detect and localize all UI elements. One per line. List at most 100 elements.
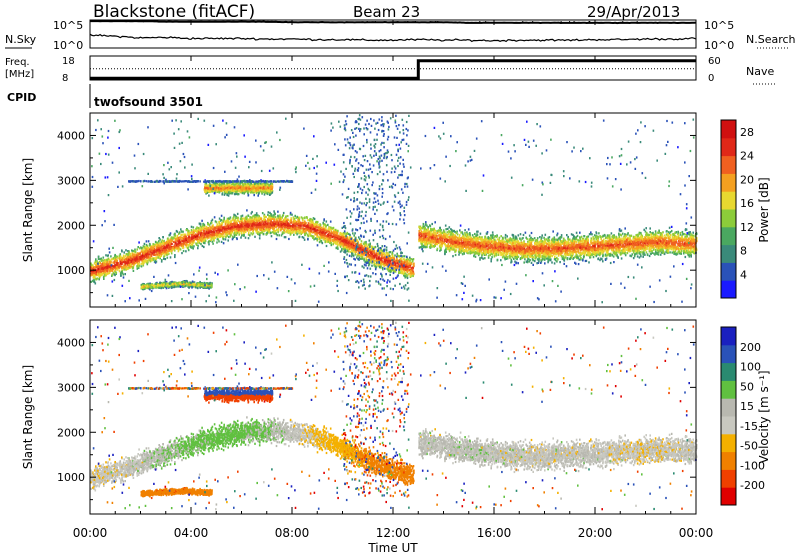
power-cell xyxy=(233,229,235,231)
power-cell xyxy=(133,254,135,256)
power-cell xyxy=(209,224,211,226)
power-cell xyxy=(191,286,193,288)
power-cell xyxy=(95,261,97,263)
power-cell xyxy=(340,246,342,248)
power-cell xyxy=(188,282,190,284)
power-cell xyxy=(344,246,346,248)
power-cell xyxy=(289,227,291,229)
power-cell xyxy=(228,217,230,219)
power-cell xyxy=(137,263,139,265)
power-cell xyxy=(301,216,303,218)
power-cell xyxy=(143,261,145,263)
power-cell xyxy=(174,244,176,246)
power-cell xyxy=(155,241,157,243)
power-cell xyxy=(259,224,261,226)
power-cell xyxy=(120,275,122,277)
power-cell xyxy=(224,228,226,230)
power-cell xyxy=(149,248,151,250)
power-cell xyxy=(262,221,264,223)
power-cell xyxy=(382,245,384,247)
power-cell xyxy=(98,278,100,280)
power-cell xyxy=(386,253,388,255)
power-cell xyxy=(200,230,202,232)
power-cell xyxy=(328,231,330,233)
power-cell xyxy=(202,283,204,285)
power-cell xyxy=(187,238,189,240)
power-cell xyxy=(368,248,370,250)
power-cell xyxy=(163,249,165,251)
power-cell xyxy=(107,270,109,272)
power-cell xyxy=(199,223,201,225)
power-cell xyxy=(161,248,163,250)
power-cell xyxy=(221,241,223,243)
power-cell xyxy=(236,222,238,224)
power-cell xyxy=(151,250,153,252)
power-cell xyxy=(186,244,188,246)
power-cell xyxy=(193,226,195,228)
power-cell xyxy=(230,216,232,218)
power-cell xyxy=(241,232,243,234)
power-cell xyxy=(177,245,179,247)
power-cell xyxy=(173,237,175,239)
power-cell xyxy=(296,217,298,219)
power-cell xyxy=(266,232,268,234)
power-cell xyxy=(318,224,320,226)
power-cell xyxy=(167,252,169,254)
power-cell xyxy=(312,219,314,221)
power-cell xyxy=(341,240,343,242)
power-cell xyxy=(259,220,261,222)
power-cell xyxy=(299,236,301,238)
power-cell xyxy=(391,257,393,259)
power-cell xyxy=(152,253,154,255)
power-cell xyxy=(306,217,308,219)
power-cell xyxy=(144,255,146,257)
power-cell xyxy=(273,228,275,230)
power-cell xyxy=(351,246,353,248)
power-cell xyxy=(168,239,170,241)
power-cell xyxy=(190,282,192,284)
power-cell xyxy=(266,226,268,228)
power-cell xyxy=(285,226,287,228)
power-cell xyxy=(319,233,321,235)
power-cell xyxy=(348,241,350,243)
power-cell xyxy=(322,242,324,244)
power-cell xyxy=(283,212,285,214)
power-cell xyxy=(344,232,346,234)
power-cell xyxy=(321,227,323,229)
power-cell xyxy=(298,219,300,221)
noise-tick-lo-right: 10^0 xyxy=(704,39,734,52)
power-cell xyxy=(317,239,319,241)
power-cell xyxy=(402,273,404,275)
power-cell xyxy=(171,252,173,254)
power-cell xyxy=(158,287,160,289)
power-cell xyxy=(354,246,356,248)
power-cell xyxy=(218,240,220,242)
power-cell xyxy=(361,256,363,258)
power-cell xyxy=(207,287,209,289)
power-cell xyxy=(225,221,227,223)
power-cell xyxy=(337,235,339,237)
power-cell xyxy=(131,249,133,251)
power-cell xyxy=(256,212,258,214)
power-cell xyxy=(315,238,317,240)
power-cell xyxy=(268,226,270,228)
power-cell xyxy=(193,231,195,233)
noise-tick-hi-left: 10^5 xyxy=(53,19,83,32)
power-cell xyxy=(262,212,264,214)
power-cell xyxy=(198,284,200,286)
power-cell xyxy=(290,212,292,214)
power-cell xyxy=(188,233,190,235)
power-cell xyxy=(192,281,194,283)
power-cell xyxy=(249,224,251,226)
power-cell xyxy=(371,255,373,257)
power-cell xyxy=(193,245,195,247)
power-cell xyxy=(209,231,211,233)
noise-tick-lo-left: 10^0 xyxy=(53,39,83,52)
power-cell xyxy=(157,285,159,287)
power-cell xyxy=(294,215,296,217)
noise-left-label: N.Sky xyxy=(5,33,37,46)
power-cell xyxy=(401,260,403,262)
power-cell xyxy=(134,250,136,252)
power-cell xyxy=(293,221,295,223)
